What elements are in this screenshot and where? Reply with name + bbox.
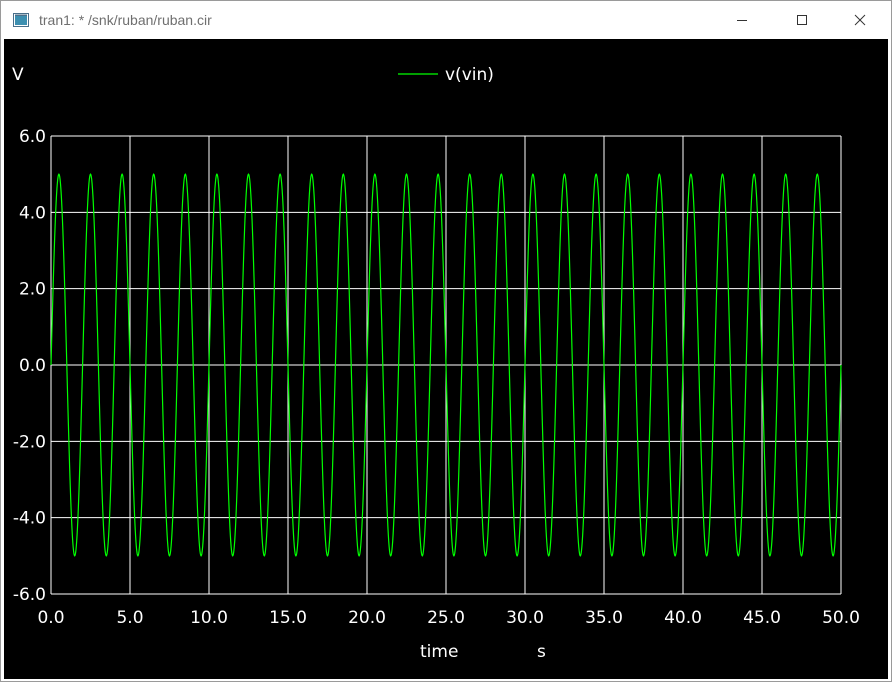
minimize-button[interactable]	[719, 1, 765, 39]
app-icon	[13, 13, 29, 27]
close-button[interactable]	[837, 1, 883, 39]
legend: v(vin)	[398, 65, 494, 85]
y-tick-label: 2.0	[19, 280, 46, 300]
maximize-button[interactable]	[779, 1, 825, 39]
waveform-chart[interactable]: V v(vin) 6.0 4.0 2.0 0.0 -2.0 -4.0 -6.0 0.0 5.0…	[4, 39, 888, 679]
x-tick-labels: 0.0 5.0 10.0 15.0 20.0 25.0 30.0 35.0 40.0 45.0 50…	[37, 608, 859, 628]
maximize-icon	[797, 15, 807, 25]
y-axis-unit-label: V	[12, 65, 24, 85]
x-tick-label: 30.0	[506, 608, 544, 628]
y-tick-label: 0.0	[19, 356, 46, 376]
window-title: tran1: * /snk/ruban/ruban.cir	[39, 12, 212, 28]
x-axis-label: time	[420, 642, 458, 662]
y-tick-label: 6.0	[19, 127, 46, 147]
y-tick-label: -2.0	[13, 432, 46, 452]
plot-area[interactable]: V v(vin) 6.0 4.0 2.0 0.0 -2.0 -4.0 -6.0 0.0 5.0…	[4, 39, 888, 679]
series-line-vvin	[50, 173, 842, 557]
x-tick-label: 20.0	[348, 608, 386, 628]
x-tick-label: 40.0	[664, 608, 702, 628]
x-tick-label: 50.0	[822, 608, 860, 628]
x-tick-label: 10.0	[190, 608, 228, 628]
legend-label: v(vin)	[445, 65, 494, 85]
x-tick-label: 5.0	[116, 608, 143, 628]
x-axis-unit-label: s	[537, 642, 546, 662]
minimize-icon	[737, 20, 747, 21]
y-tick-label: -4.0	[13, 509, 46, 529]
x-tick-label: 15.0	[269, 608, 307, 628]
x-tick-label: 25.0	[427, 608, 465, 628]
x-tick-label: 45.0	[743, 608, 781, 628]
x-tick-label: 0.0	[37, 608, 64, 628]
close-icon	[854, 14, 866, 26]
x-tick-label: 35.0	[585, 608, 623, 628]
y-tick-labels: 6.0 4.0 2.0 0.0 -2.0 -4.0 -6.0	[13, 127, 46, 605]
y-tick-label: 4.0	[19, 203, 46, 223]
title-bar[interactable]: tran1: * /snk/ruban/ruban.cir	[1, 1, 891, 39]
y-tick-label: -6.0	[13, 585, 46, 605]
